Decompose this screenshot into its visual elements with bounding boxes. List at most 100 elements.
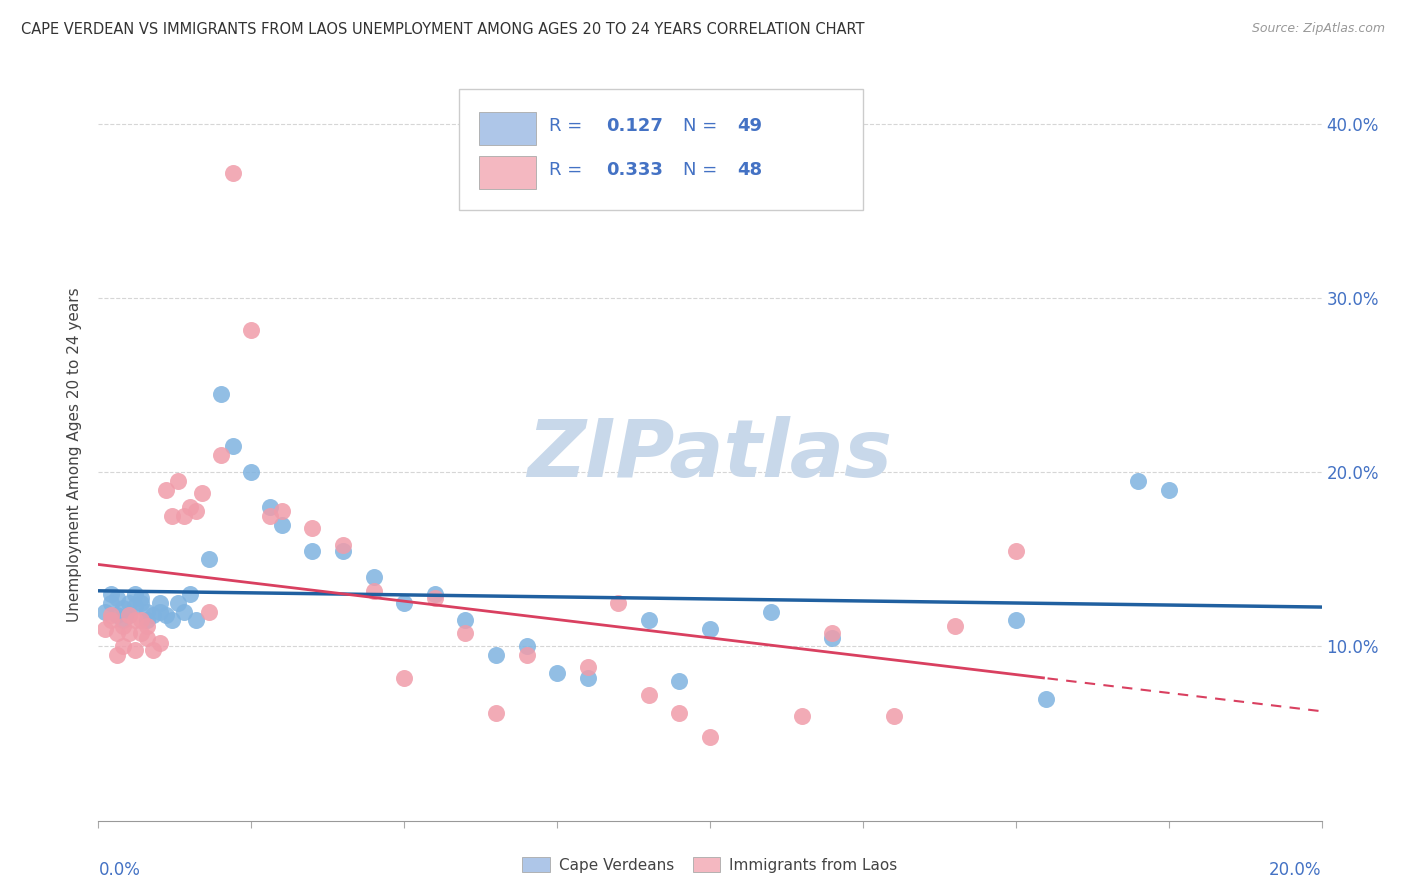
Point (259, 508, 281, 523)
Point (118, 608, 141, 623)
Point (173, 508, 195, 523)
Point (142, 608, 165, 623)
Point (186, 503, 208, 517)
Point (240, 322, 263, 336)
Point (485, 648, 508, 663)
Text: 0.0%: 0.0% (98, 861, 141, 879)
Point (222, 439, 245, 453)
Point (454, 613, 477, 627)
Point (576, 660, 599, 674)
Point (129, 591, 152, 605)
Point (129, 625, 152, 640)
Point (821, 631, 844, 645)
Point (111, 601, 134, 615)
Point (93, 605, 115, 619)
Point (209, 448, 232, 462)
Text: 49: 49 (737, 117, 762, 135)
Point (222, 166, 245, 180)
Text: N =: N = (683, 117, 723, 135)
Point (155, 608, 177, 623)
Point (1128, 474, 1150, 488)
Point (197, 605, 219, 619)
Point (179, 587, 201, 601)
Point (100, 596, 122, 610)
Point (259, 500, 281, 515)
Point (607, 596, 630, 610)
Point (186, 613, 208, 627)
Point (270, 503, 292, 517)
Point (105, 625, 128, 640)
Point (270, 517, 292, 532)
FancyBboxPatch shape (460, 89, 863, 210)
Point (454, 625, 477, 640)
Point (1004, 613, 1026, 627)
Text: Source: ZipAtlas.com: Source: ZipAtlas.com (1251, 22, 1385, 36)
Text: ZIPatlas: ZIPatlas (527, 416, 893, 494)
Point (129, 596, 152, 610)
Text: R =: R = (548, 161, 588, 178)
Point (240, 466, 263, 480)
Point (1004, 543, 1026, 558)
Point (332, 539, 354, 553)
Point (160, 508, 183, 523)
Point (105, 591, 128, 605)
Point (173, 605, 195, 619)
Point (485, 706, 508, 720)
Point (124, 613, 146, 627)
Point (167, 596, 190, 610)
Point (118, 596, 141, 610)
Point (118, 608, 141, 623)
Point (136, 618, 159, 632)
Point (111, 613, 134, 627)
Point (149, 605, 172, 619)
Point (129, 613, 152, 627)
Point (363, 583, 385, 598)
Point (179, 500, 201, 515)
Point (167, 474, 190, 488)
Point (423, 587, 446, 601)
Text: CAPE VERDEAN VS IMMIGRANTS FROM LAOS UNEMPLOYMENT AMONG AGES 20 TO 24 YEARS CORR: CAPE VERDEAN VS IMMIGRANTS FROM LAOS UNE… (21, 22, 865, 37)
Legend: Cape Verdeans, Immigrants from Laos: Cape Verdeans, Immigrants from Laos (516, 851, 904, 879)
Point (363, 570, 385, 584)
Point (790, 709, 813, 723)
Point (136, 613, 159, 627)
Point (105, 648, 128, 663)
Point (1157, 483, 1180, 497)
Text: R =: R = (548, 117, 588, 135)
Point (637, 688, 661, 702)
Point (100, 608, 122, 623)
Point (821, 625, 844, 640)
Text: 0.127: 0.127 (606, 117, 664, 135)
Y-axis label: Unemployment Among Ages 20 to 24 years: Unemployment Among Ages 20 to 24 years (67, 287, 83, 623)
Point (197, 552, 219, 566)
Point (699, 622, 721, 636)
Point (142, 643, 165, 657)
Point (668, 706, 690, 720)
Point (546, 665, 568, 680)
Point (136, 631, 159, 645)
Point (100, 587, 122, 601)
Point (883, 709, 905, 723)
Point (1035, 691, 1057, 706)
Point (392, 671, 416, 685)
Text: 48: 48 (737, 161, 762, 178)
Point (637, 613, 661, 627)
Point (155, 483, 177, 497)
Point (209, 387, 232, 401)
Point (149, 596, 172, 610)
Point (516, 640, 538, 654)
Point (332, 543, 354, 558)
Point (100, 613, 122, 627)
Point (93, 622, 115, 636)
Point (943, 618, 966, 632)
Point (301, 521, 323, 535)
FancyBboxPatch shape (479, 156, 536, 189)
Point (111, 640, 134, 654)
Text: N =: N = (683, 161, 723, 178)
Point (576, 671, 599, 685)
Point (105, 608, 128, 623)
Point (668, 674, 690, 689)
FancyBboxPatch shape (479, 112, 536, 145)
Point (124, 599, 146, 614)
Point (392, 596, 416, 610)
